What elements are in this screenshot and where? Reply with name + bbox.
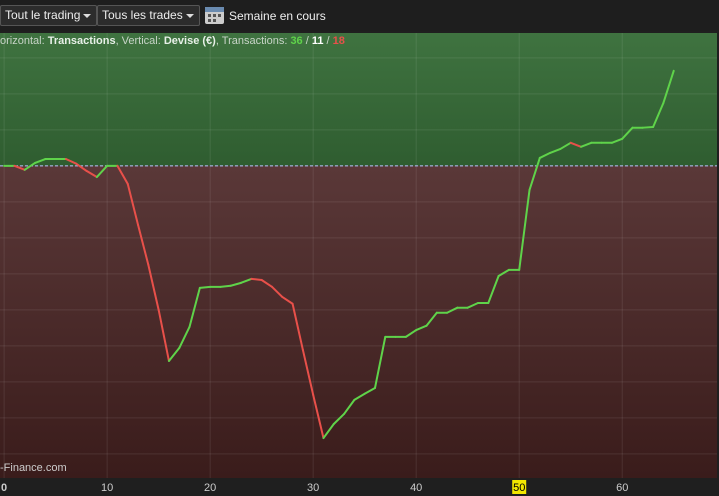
equity-segment: [85, 169, 98, 179]
equity-segment: [137, 223, 150, 266]
equity-segment: [549, 147, 562, 154]
equity-segment: [538, 151, 552, 159]
equity-segment: [610, 137, 624, 144]
equity-segment: [167, 347, 181, 362]
equity-segment: [34, 158, 47, 164]
equity-segment: [343, 398, 356, 415]
equity-segment: [188, 286, 201, 328]
equity-segment: [219, 284, 232, 288]
equity-segment: [425, 311, 438, 327]
x-tick-label: 40: [410, 482, 422, 494]
equity-segment: [466, 302, 479, 309]
equity-segment: [126, 182, 140, 226]
equity-segment: [147, 263, 160, 311]
equity-segment: [332, 412, 346, 425]
equity-segment: [652, 101, 665, 128]
equity-segment: [641, 125, 655, 129]
x-tick-label: 20: [204, 482, 216, 494]
filter-dropdown[interactable]: Tout le trading: [0, 5, 98, 26]
calendar-icon[interactable]: [204, 4, 226, 26]
equity-segment: [373, 335, 387, 389]
equity-segment: [559, 141, 572, 150]
period-label[interactable]: Semaine en cours: [229, 9, 326, 23]
equity-segment: [116, 164, 129, 185]
equity-segment: [404, 329, 418, 338]
equity-segment: [198, 285, 212, 289]
equity-segment: [270, 285, 284, 298]
x-tick-label: 50: [513, 482, 525, 494]
equity-segment: [580, 141, 593, 148]
equity-segment: [240, 277, 253, 284]
header-part: , Transactions:: [216, 35, 291, 47]
equity-segment: [322, 422, 335, 440]
header-part: 11: [312, 35, 324, 47]
header-part: , Vertical:: [116, 35, 164, 47]
chart-header: orizontal: Transactions, Vertical: Devis…: [0, 35, 345, 47]
equity-segment: [95, 164, 109, 179]
x-tick-label: 0: [1, 482, 7, 494]
x-tick-label: 30: [307, 482, 319, 494]
header-part: Transactions: [48, 35, 116, 47]
equity-segment: [487, 275, 500, 305]
equity-segment: [497, 268, 510, 278]
header-part: Devise (€): [164, 35, 216, 47]
header-part: 18: [333, 35, 345, 47]
equity-segment: [281, 295, 294, 305]
equity-segment: [518, 188, 531, 271]
equity-segment: [13, 164, 26, 171]
x-tick-label: 10: [101, 482, 113, 494]
equity-segment: [569, 141, 583, 148]
equity-segment: [75, 162, 88, 172]
equity-segment: [662, 69, 675, 104]
equity-segment: [621, 126, 634, 140]
equity-segment: [353, 392, 366, 401]
toolbar: Tout le trading Tous les trades Semaine …: [0, 0, 719, 31]
header-part: orizontal:: [0, 35, 48, 47]
equity-segment: [301, 348, 315, 396]
equity-segment: [178, 325, 191, 350]
equity-segment: [64, 158, 78, 165]
loss-zone: [0, 165, 717, 479]
equity-segment: [446, 306, 459, 314]
equity-segment: [157, 308, 170, 362]
equity-segment: [528, 156, 541, 191]
equity-segment: [250, 277, 263, 281]
equity-segment: [229, 281, 243, 287]
equity-segment: [291, 302, 304, 351]
header-part: /: [303, 35, 312, 47]
tick-highlight: [512, 480, 527, 494]
watermark: -Finance.com: [0, 462, 67, 474]
equity-segment: [23, 161, 37, 171]
equity-segment: [363, 386, 376, 395]
header-part: /: [324, 35, 333, 47]
equity-segment: [415, 324, 428, 332]
equity-segment: [260, 278, 273, 288]
x-tick-label: 60: [616, 482, 628, 494]
header-part: 36: [290, 35, 302, 47]
equity-segment: [312, 393, 325, 440]
filter-dropdown[interactable]: Tous les trades: [97, 5, 200, 26]
